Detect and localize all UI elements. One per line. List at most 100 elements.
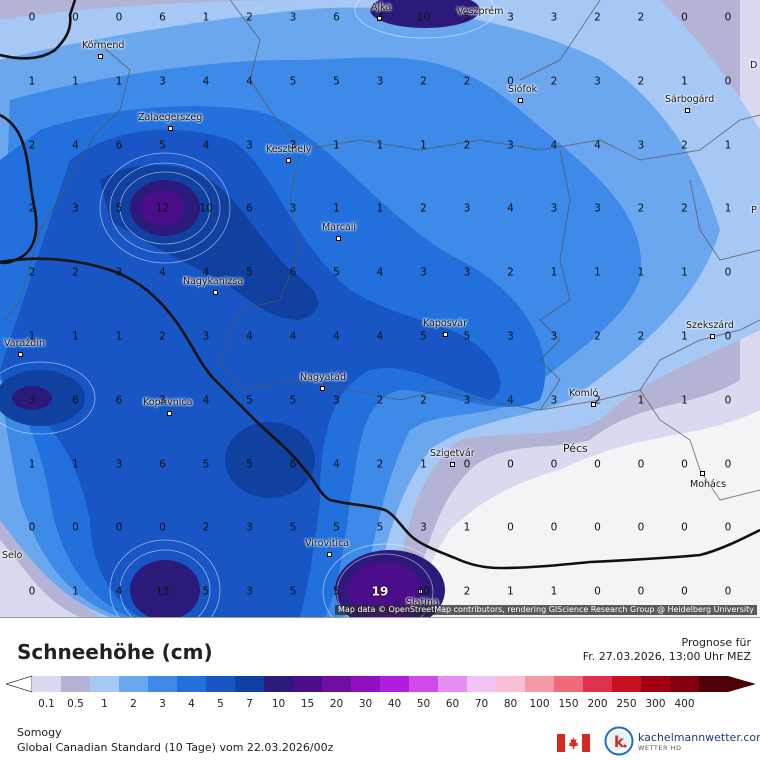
- grid-value: 13: [155, 585, 170, 598]
- scale-swatch: [148, 676, 178, 692]
- grid-value: 12: [155, 202, 170, 215]
- brand-name[interactable]: kachelmannwetter.com: [638, 731, 760, 744]
- grid-value: 19: [371, 584, 389, 599]
- grid-value: 5: [289, 521, 297, 534]
- grid-value: 2: [28, 266, 36, 279]
- grid-value: 2: [420, 202, 427, 215]
- place-virovitica: Virovitica: [305, 538, 349, 560]
- grid-value: 1: [681, 394, 688, 407]
- grid-value: 2: [420, 394, 427, 407]
- place-edge-d: D: [750, 60, 758, 71]
- kachelmann-logo-icon[interactable]: k: [604, 726, 634, 756]
- scale-tick-label: 300: [645, 698, 666, 710]
- grid-value: 0: [594, 585, 601, 598]
- grid-value: 0: [724, 458, 732, 471]
- grid-value: 0: [681, 458, 688, 471]
- scale-swatch: [177, 676, 207, 692]
- grid-value: 1: [72, 458, 79, 471]
- contour-7-south: [225, 422, 315, 498]
- scale-swatch: [525, 676, 555, 692]
- scale-tick-label: 80: [503, 698, 518, 710]
- scale-swatch: [293, 676, 323, 692]
- grid-value: 4: [333, 458, 340, 471]
- grid-value: 2: [246, 11, 253, 24]
- grid-value: 1: [724, 139, 732, 152]
- scale-swatch: [32, 676, 62, 692]
- grid-value: 6: [289, 458, 297, 471]
- scale-swatch: [496, 676, 526, 692]
- scale-tick-label: 1: [101, 698, 108, 710]
- grid-value: 1: [681, 266, 688, 279]
- grid-value: 3: [289, 202, 297, 215]
- grid-value: 3: [72, 202, 79, 215]
- grid-value: 4: [333, 330, 340, 343]
- grid-value: 5: [333, 585, 340, 598]
- grid-value: 1: [28, 330, 36, 343]
- grid-value: 4: [507, 394, 514, 407]
- scale-swatch: [641, 676, 671, 692]
- grid-value: 5: [202, 458, 210, 471]
- regional-borders: [4, 0, 760, 501]
- grid-value: 0: [115, 521, 123, 534]
- grid-value: 0: [28, 11, 36, 24]
- grid-value: 0: [550, 521, 558, 534]
- grid-value: 0: [681, 585, 688, 598]
- grid-value: 1: [507, 585, 514, 598]
- grid-value: 4: [550, 139, 558, 152]
- grid-value: 3: [507, 330, 514, 343]
- grid-value: 1: [115, 330, 123, 343]
- place-koprivnica: Koprivnica: [143, 397, 192, 419]
- grid-value: 2: [72, 266, 79, 279]
- grid-value: 0: [115, 11, 123, 24]
- grid-value: 3: [289, 11, 297, 24]
- grid-value: 3: [420, 266, 427, 279]
- grid-value: 2: [28, 139, 36, 152]
- grid-value: 2: [420, 75, 427, 88]
- scale-swatch: [235, 676, 265, 692]
- grid-value: 3: [594, 202, 601, 215]
- grid-value: 0: [463, 458, 471, 471]
- grid-value: 2: [376, 458, 384, 471]
- grid-value: 0: [28, 521, 36, 534]
- map-canvas: [0, 0, 760, 617]
- place-ajka: Ajka: [371, 2, 391, 24]
- grid-value: 4: [202, 394, 210, 407]
- snow-depth-map[interactable]: Ajka Veszprém Körmend Siófok Sárbogárd Z…: [0, 0, 760, 617]
- grid-value: 10: [416, 585, 431, 598]
- grid-value: 1: [420, 139, 427, 152]
- grid-value: 1: [594, 266, 601, 279]
- model-label: Global Canadian Standard (10 Tage) vom 2…: [17, 741, 334, 754]
- grid-value: 10: [416, 11, 431, 24]
- grid-value: 3: [202, 330, 210, 343]
- grid-value: 5: [333, 75, 340, 88]
- grid-value: 1: [72, 75, 79, 88]
- place-mohacs: Mohács: [690, 468, 726, 490]
- grid-value: 0: [28, 585, 36, 598]
- grid-value: 1: [420, 458, 427, 471]
- legend-panel: Schneehöhe (cm) Prognose für Fr. 27.03.2…: [0, 617, 760, 760]
- grid-value: 2: [637, 202, 645, 215]
- scale-swatch: [61, 676, 91, 692]
- grid-value: 10: [199, 202, 213, 215]
- grid-value: 6: [115, 394, 123, 407]
- grid-value: 4: [376, 330, 384, 343]
- scale-swatch: [119, 676, 149, 692]
- scale-tick-label: 15: [300, 698, 315, 710]
- grid-value: 0: [637, 521, 645, 534]
- grid-value: 0: [724, 394, 732, 407]
- grid-value: 2: [463, 75, 471, 88]
- scale-swatch: [612, 676, 642, 692]
- grid-value: 6: [72, 394, 79, 407]
- grid-value: 0: [637, 458, 645, 471]
- grid-value: 2: [28, 202, 36, 215]
- map-attribution[interactable]: Map data © OpenStreetMap contributors, r…: [335, 605, 757, 615]
- contour-15-slatina: [347, 562, 423, 617]
- grid-value: 0: [681, 11, 688, 24]
- grid-value: 3: [246, 521, 253, 534]
- grid-value: 0: [72, 521, 79, 534]
- grid-value: 2: [594, 11, 601, 24]
- grid-value: 2: [594, 394, 601, 407]
- grid-value: 3: [376, 11, 384, 24]
- grid-value: 0: [507, 75, 514, 88]
- grid-value: 0: [594, 458, 601, 471]
